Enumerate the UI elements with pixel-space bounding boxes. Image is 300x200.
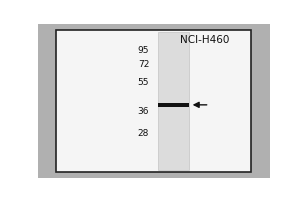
- Bar: [158, 103, 189, 107]
- Text: 55: 55: [138, 78, 149, 87]
- Bar: [158, 32, 189, 170]
- Text: NCI-H460: NCI-H460: [180, 35, 230, 45]
- Text: 28: 28: [138, 129, 149, 138]
- Bar: [56, 30, 251, 172]
- Text: 95: 95: [138, 46, 149, 55]
- Text: 36: 36: [138, 107, 149, 116]
- Text: 72: 72: [138, 60, 149, 69]
